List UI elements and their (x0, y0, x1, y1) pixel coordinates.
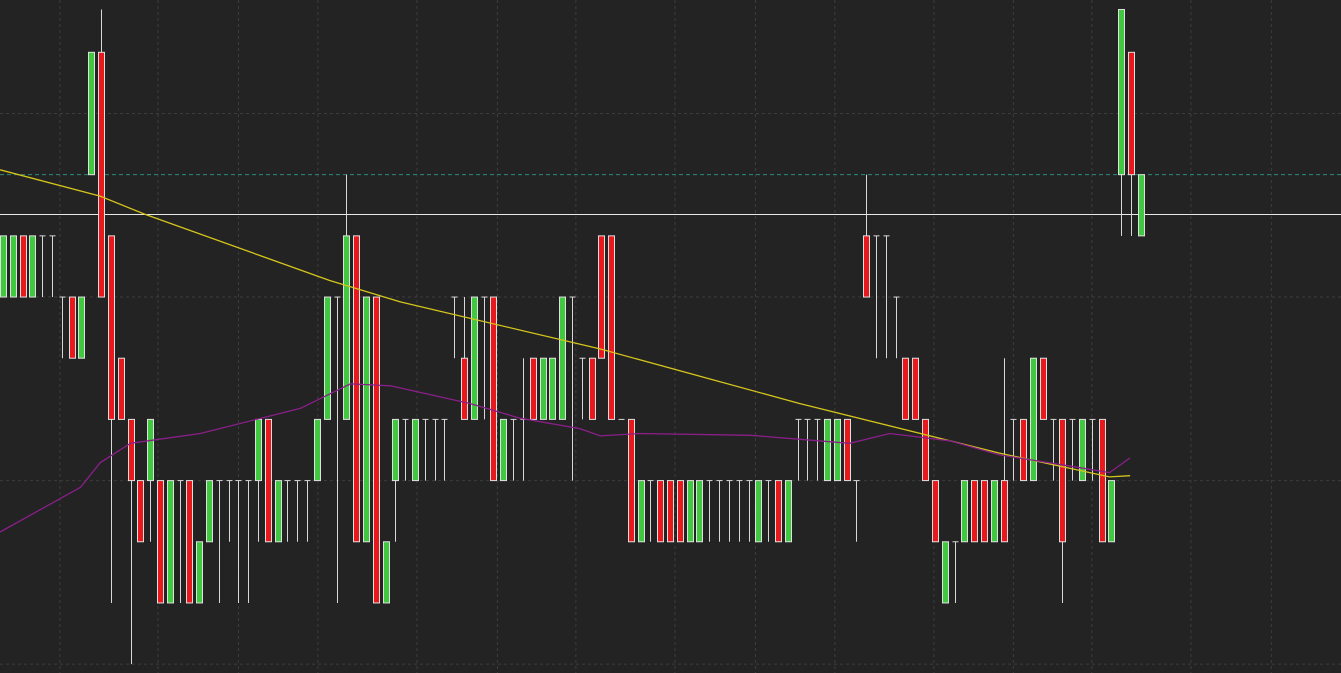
candle-body (696, 480, 703, 543)
candle-body (98, 51, 105, 298)
candle-body (1001, 480, 1008, 543)
candle-body (392, 418, 399, 482)
candle-body (324, 296, 331, 420)
candle-body (490, 296, 497, 482)
candle-body (971, 480, 978, 543)
candle-body (1099, 418, 1106, 543)
candle-body (1128, 51, 1135, 176)
candle-body (255, 418, 262, 482)
candle-body (540, 357, 547, 420)
candle-body (687, 480, 694, 543)
candle-body (157, 480, 164, 604)
candle-body (991, 480, 998, 543)
candle-body (29, 235, 36, 298)
candle-body (1138, 174, 1145, 237)
candle-body (785, 480, 792, 543)
candle-body (961, 480, 968, 543)
candle-body (1059, 418, 1066, 543)
candle-body (373, 296, 380, 604)
candle-body (638, 480, 645, 543)
candle-body (167, 480, 174, 604)
moving-average (0, 169, 1131, 478)
candle-body (500, 418, 507, 482)
candle-body (118, 357, 125, 420)
candle-body (1108, 480, 1115, 543)
candle-body (844, 418, 851, 482)
candle-body (530, 357, 537, 420)
candle-body (559, 296, 566, 420)
candle-body (932, 480, 939, 543)
candle-body (1030, 357, 1037, 482)
candle-body (363, 296, 370, 543)
candle-body (922, 418, 929, 482)
candle-body (608, 235, 615, 420)
candle-body (549, 357, 556, 420)
candle-body (667, 480, 674, 543)
candle-body (902, 357, 909, 420)
candle-body (88, 51, 95, 176)
candle-body (196, 541, 203, 604)
candle-body (589, 357, 596, 420)
candle-body (275, 480, 282, 543)
candle-body (128, 418, 135, 482)
moving-average (0, 383, 1131, 533)
candle-body (353, 235, 360, 543)
candle-body (981, 480, 988, 543)
candle-body (677, 480, 684, 543)
candle-body (775, 480, 782, 543)
candle-body (461, 357, 468, 420)
candle-body (265, 418, 272, 543)
candle-body (598, 235, 605, 359)
candle-body (657, 480, 664, 543)
candle-body (1040, 357, 1047, 420)
candle-body (942, 541, 949, 604)
candle-body (78, 296, 85, 359)
candle-body (834, 418, 841, 482)
candle-body (383, 541, 390, 604)
candle-body (147, 418, 154, 482)
candle-body (824, 418, 831, 482)
candle-body (186, 480, 193, 604)
candle-body (471, 296, 478, 420)
candle-body (628, 418, 635, 543)
candle-body (343, 235, 350, 420)
candle-body (137, 480, 144, 543)
candle-body (412, 418, 419, 482)
candle-body (69, 296, 76, 359)
candle-body (10, 235, 17, 298)
candle-body (1118, 8, 1125, 176)
candle-body (912, 357, 919, 420)
candle-body (863, 235, 870, 298)
candle-body (108, 235, 115, 420)
candle-body (0, 235, 7, 298)
candle-body (755, 480, 762, 543)
candle-body (20, 235, 27, 298)
candle-body (1079, 418, 1086, 482)
candle-body (206, 480, 213, 543)
candle-body (314, 418, 321, 482)
candle-body (1020, 418, 1027, 482)
